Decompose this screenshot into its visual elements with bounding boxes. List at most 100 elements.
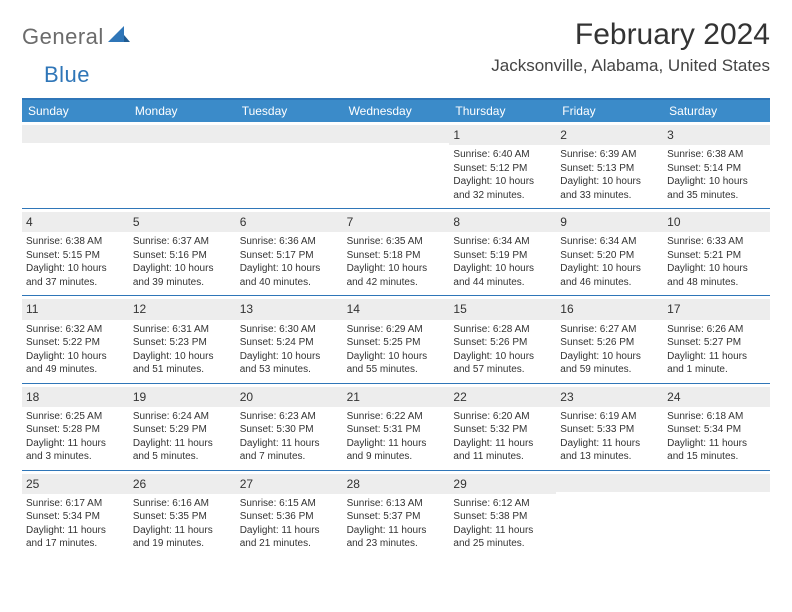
sunrise-text: Sunrise: 6:28 AM [453, 323, 552, 337]
daylight-text: Daylight: 11 hours and 15 minutes. [667, 437, 766, 464]
day-cell: 8Sunrise: 6:34 AMSunset: 5:19 PMDaylight… [449, 209, 556, 295]
dow-row: Sunday Monday Tuesday Wednesday Thursday… [22, 100, 770, 122]
sunset-text: Sunset: 5:34 PM [26, 510, 125, 524]
day-cell [663, 471, 770, 557]
week-row: 25Sunrise: 6:17 AMSunset: 5:34 PMDayligh… [22, 471, 770, 557]
day-cell: 14Sunrise: 6:29 AMSunset: 5:25 PMDayligh… [343, 296, 450, 382]
day-number: 25 [22, 474, 129, 494]
day-cell: 24Sunrise: 6:18 AMSunset: 5:34 PMDayligh… [663, 384, 770, 470]
day-cell: 10Sunrise: 6:33 AMSunset: 5:21 PMDayligh… [663, 209, 770, 295]
day-number: 5 [129, 212, 236, 232]
sunset-text: Sunset: 5:37 PM [347, 510, 446, 524]
day-number: 20 [236, 387, 343, 407]
weeks-container: 1Sunrise: 6:40 AMSunset: 5:12 PMDaylight… [22, 122, 770, 557]
sunset-text: Sunset: 5:26 PM [453, 336, 552, 350]
logo: General [22, 18, 132, 50]
day-cell: 9Sunrise: 6:34 AMSunset: 5:20 PMDaylight… [556, 209, 663, 295]
day-number [343, 125, 450, 143]
day-number: 15 [449, 299, 556, 319]
day-number: 18 [22, 387, 129, 407]
day-cell: 22Sunrise: 6:20 AMSunset: 5:32 PMDayligh… [449, 384, 556, 470]
day-number: 10 [663, 212, 770, 232]
sunrise-text: Sunrise: 6:34 AM [560, 235, 659, 249]
sunset-text: Sunset: 5:18 PM [347, 249, 446, 263]
sunset-text: Sunset: 5:31 PM [347, 423, 446, 437]
daylight-text: Daylight: 11 hours and 9 minutes. [347, 437, 446, 464]
day-cell: 12 Sunrise: 6:31 AMSunset: 5:23 PMDayligh… [129, 296, 236, 382]
day-number: 3 [663, 125, 770, 145]
day-number: 22 [449, 387, 556, 407]
daylight-text: Daylight: 10 hours and 55 minutes. [347, 350, 446, 377]
day-cell: 1Sunrise: 6:40 AMSunset: 5:12 PMDaylight… [449, 122, 556, 208]
day-number: 6 [236, 212, 343, 232]
logo-text-general: General [22, 24, 104, 50]
day-number: 14 [343, 299, 450, 319]
sunrise-text: Sunrise: 6:39 AM [560, 148, 659, 162]
day-cell: 20Sunrise: 6:23 AMSunset: 5:30 PMDayligh… [236, 384, 343, 470]
daylight-text: Daylight: 10 hours and 51 minutes. [133, 350, 232, 377]
day-number: 27 [236, 474, 343, 494]
logo-text-blue: Blue [44, 62, 90, 88]
sunrise-text: Sunrise: 6:18 AM [667, 410, 766, 424]
sunset-text: Sunset: 5:35 PM [133, 510, 232, 524]
day-cell [129, 122, 236, 208]
sunrise-text: Sunrise: 6:30 AM [240, 323, 339, 337]
daylight-text: Daylight: 10 hours and 49 minutes. [26, 350, 125, 377]
sunset-text: Sunset: 5:24 PM [240, 336, 339, 350]
day-cell: 6Sunrise: 6:36 AMSunset: 5:17 PMDaylight… [236, 209, 343, 295]
day-cell: 25Sunrise: 6:17 AMSunset: 5:34 PMDayligh… [22, 471, 129, 557]
daylight-text: Daylight: 11 hours and 25 minutes. [453, 524, 552, 551]
daylight-text: Daylight: 10 hours and 39 minutes. [133, 262, 232, 289]
daylight-text: Daylight: 10 hours and 42 minutes. [347, 262, 446, 289]
daylight-text: Daylight: 11 hours and 23 minutes. [347, 524, 446, 551]
day-number: 23 [556, 387, 663, 407]
logo-sail-icon [108, 26, 130, 49]
day-cell: 17Sunrise: 6:26 AMSunset: 5:27 PMDayligh… [663, 296, 770, 382]
daylight-text: Daylight: 11 hours and 1 minute. [667, 350, 766, 377]
day-cell: 11Sunrise: 6:32 AMSunset: 5:22 PMDayligh… [22, 296, 129, 382]
day-number: 1 [449, 125, 556, 145]
daylight-text: Daylight: 10 hours and 33 minutes. [560, 175, 659, 202]
daylight-text: Daylight: 10 hours and 37 minutes. [26, 262, 125, 289]
sunrise-text: Sunrise: 6:31 AM [133, 323, 232, 337]
sunrise-text: Sunrise: 6:34 AM [453, 235, 552, 249]
daylight-text: Daylight: 10 hours and 44 minutes. [453, 262, 552, 289]
sunset-text: Sunset: 5:16 PM [133, 249, 232, 263]
sunrise-text: Sunrise: 6:19 AM [560, 410, 659, 424]
sunrise-text: Sunrise: 6:32 AM [26, 323, 125, 337]
daylight-text: Daylight: 11 hours and 21 minutes. [240, 524, 339, 551]
sunrise-text: Sunrise: 6:38 AM [26, 235, 125, 249]
month-title: February 2024 [491, 18, 770, 52]
day-cell: 7Sunrise: 6:35 AMSunset: 5:18 PMDaylight… [343, 209, 450, 295]
day-cell: 16Sunrise: 6:27 AMSunset: 5:26 PMDayligh… [556, 296, 663, 382]
dow-saturday: Saturday [663, 100, 770, 122]
title-block: February 2024 Jacksonville, Alabama, Uni… [491, 18, 770, 76]
day-number: 17 [663, 299, 770, 319]
sunrise-text: Sunrise: 6:38 AM [667, 148, 766, 162]
sunset-text: Sunset: 5:32 PM [453, 423, 552, 437]
day-cell: 4Sunrise: 6:38 AMSunset: 5:15 PMDaylight… [22, 209, 129, 295]
sunrise-text: Sunrise: 6:12 AM [453, 497, 552, 511]
day-cell: 27Sunrise: 6:15 AMSunset: 5:36 PMDayligh… [236, 471, 343, 557]
daylight-text: Daylight: 11 hours and 19 minutes. [133, 524, 232, 551]
dow-sunday: Sunday [22, 100, 129, 122]
daylight-text: Daylight: 10 hours and 59 minutes. [560, 350, 659, 377]
day-cell: 23Sunrise: 6:19 AMSunset: 5:33 PMDayligh… [556, 384, 663, 470]
sunset-text: Sunset: 5:13 PM [560, 162, 659, 176]
day-number: 12 [129, 299, 236, 319]
day-number: 8 [449, 212, 556, 232]
calendar: Sunday Monday Tuesday Wednesday Thursday… [22, 98, 770, 557]
sunrise-text: Sunrise: 6:26 AM [667, 323, 766, 337]
sunset-text: Sunset: 5:23 PM [133, 336, 232, 350]
daylight-text: Daylight: 10 hours and 35 minutes. [667, 175, 766, 202]
week-row: 4Sunrise: 6:38 AMSunset: 5:15 PMDaylight… [22, 209, 770, 296]
sunset-text: Sunset: 5:28 PM [26, 423, 125, 437]
sunset-text: Sunset: 5:33 PM [560, 423, 659, 437]
sunset-text: Sunset: 5:36 PM [240, 510, 339, 524]
sunrise-text: Sunrise: 6:40 AM [453, 148, 552, 162]
day-cell: 28Sunrise: 6:13 AMSunset: 5:37 PMDayligh… [343, 471, 450, 557]
location: Jacksonville, Alabama, United States [491, 56, 770, 76]
dow-monday: Monday [129, 100, 236, 122]
day-number: 29 [449, 474, 556, 494]
day-number: 13 [236, 299, 343, 319]
